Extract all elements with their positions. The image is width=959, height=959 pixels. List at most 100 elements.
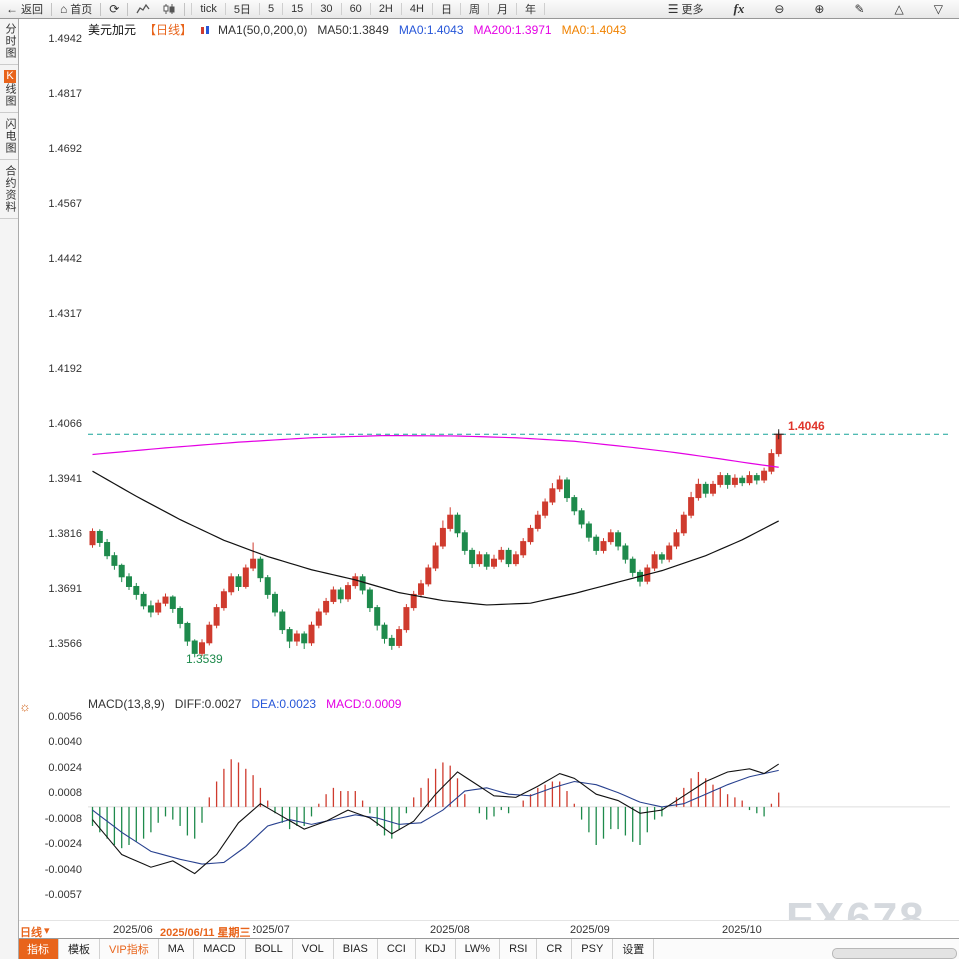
bottom-tab-RSI[interactable]: RSI: [500, 939, 538, 959]
toolbar-right-group: ☰ 更多 fx ⊖ ⊕ ✎ △ ▽: [662, 0, 959, 18]
legend-item: MACD(13,8,9): [88, 697, 165, 711]
chart-settings-icon[interactable]: [200, 25, 210, 35]
period-button-周[interactable]: 周: [459, 3, 488, 16]
sidebar-item-kline-chart[interactable]: K线图: [0, 65, 18, 113]
period-button-2H[interactable]: 2H: [369, 3, 401, 15]
bottom-tab-指标[interactable]: 指标: [18, 939, 59, 959]
legend-item: MA200:1.3971: [473, 22, 552, 37]
macd-chart[interactable]: [88, 704, 956, 916]
crosshair-date-label: 2025/06/11 星期三: [158, 924, 253, 940]
sidebar-item-time-chart[interactable]: 分时图: [0, 18, 18, 65]
legend-item: MA1(50,0,200,0): [218, 22, 308, 37]
shapes-button[interactable]: △: [889, 0, 910, 18]
legend-item: DIFF:0.0027: [174, 697, 242, 711]
indicator-settings-icon[interactable]: ☼: [19, 699, 31, 714]
main-chart-legend: 美元加元 【日线】 MA1(50,0,200,0) MA50:1.3849 MA0:1…: [88, 21, 626, 38]
horizontal-scrollbar[interactable]: [832, 948, 957, 959]
draw-button[interactable]: ✎: [848, 0, 870, 18]
bottom-tab-LW%[interactable]: LW%: [456, 939, 501, 959]
toolbar-separator: [184, 2, 186, 16]
macd-axis-label: 0.0040: [48, 736, 82, 749]
bottom-tab-MA[interactable]: MA: [159, 939, 195, 959]
period-button-30[interactable]: 30: [311, 3, 340, 15]
period-button-4H[interactable]: 4H: [400, 3, 432, 15]
collapse-button[interactable]: ▽: [928, 0, 949, 18]
candlestick-chart[interactable]: [88, 30, 956, 692]
macd-axis-label: -0.0008: [44, 812, 82, 825]
period-button-15[interactable]: 15: [282, 3, 311, 15]
period-button-tick[interactable]: tick: [191, 3, 225, 15]
bottom-tab-VIP指标[interactable]: VIP指标: [100, 939, 159, 959]
price-axis-label: 1.4567: [48, 198, 82, 210]
bottom-tab-PSY[interactable]: PSY: [572, 939, 614, 959]
period-button-日[interactable]: 日: [431, 3, 460, 16]
last-price-label: 1.4046: [788, 419, 825, 433]
legend-item: MA0:1.4043: [561, 22, 627, 37]
main-legend-values: MA1(50,0,200,0) MA50:1.3849 MA0:1.4043 MA20…: [218, 23, 626, 37]
bottom-tab-VOL[interactable]: VOL: [293, 939, 334, 959]
period-button-5日[interactable]: 5日: [224, 3, 259, 16]
period-button-5[interactable]: 5: [258, 3, 282, 15]
x-axis: 日线 ▾ 2025/06 2025/07 2025/08 2025/09 2025/10…: [0, 920, 959, 940]
legend-item: MA50:1.3849: [317, 22, 389, 37]
period-button-月[interactable]: 月: [487, 3, 516, 16]
date-axis-label: 2025/06: [113, 924, 153, 936]
date-axis-label: 2025/07: [250, 924, 290, 936]
zoom-in-button[interactable]: ⊕: [808, 0, 830, 18]
bottom-tab-KDJ[interactable]: KDJ: [416, 939, 456, 959]
bottom-tab-BIAS[interactable]: BIAS: [334, 939, 378, 959]
refresh-icon: ⟳: [109, 2, 120, 16]
macd-axis-label: 0.0008: [48, 787, 82, 800]
macd-axis-label: -0.0057: [44, 889, 82, 901]
macd-axis-label: -0.0040: [44, 863, 82, 876]
bottom-tab-CR[interactable]: CR: [537, 939, 573, 959]
price-axis-label: 1.4942: [48, 33, 82, 45]
symbol-title: 美元加元: [88, 23, 137, 37]
line-chart-type-button[interactable]: [130, 0, 156, 18]
bottom-tab-BOLL[interactable]: BOLL: [246, 939, 293, 959]
triangle-icon: △: [894, 2, 904, 16]
macd-legend-values: MACD(13,8,9) DIFF:0.0027 DEA:0.0023 MACD:0.…: [88, 697, 401, 711]
line-chart-icon: [136, 3, 150, 14]
bottom-tab-bar: 指标 模板 VIP指标 MA MACD BOLL VOL BIAS CCI KDJ LW% RSI CR…: [18, 938, 959, 959]
home-button[interactable]: ⌂ 首页: [54, 0, 98, 18]
zoom-out-icon: ⊖: [774, 2, 785, 16]
date-axis-label: 2025/09: [570, 924, 610, 936]
period-selector[interactable]: 日线 ▾: [20, 924, 50, 940]
period-button-年[interactable]: 年: [515, 3, 545, 16]
price-axis-label: 1.3941: [48, 473, 82, 485]
period-tag: 【日线】: [144, 23, 193, 37]
chevron-down-icon: ▽: [933, 2, 943, 16]
bottom-tab-设置[interactable]: 设置: [613, 939, 655, 959]
bottom-tab-MACD[interactable]: MACD: [194, 939, 246, 959]
home-label: 首页: [70, 4, 93, 16]
macd-axis-label: 0.0024: [48, 761, 82, 774]
sidebar-item-lightning-chart[interactable]: 闪电图: [0, 113, 18, 160]
price-axis-label: 1.4692: [48, 143, 82, 155]
period-button-60[interactable]: 60: [340, 3, 370, 15]
zoom-out-button[interactable]: ⊖: [768, 0, 790, 18]
legend-item: MACD:0.0009: [326, 697, 402, 711]
back-label: 返回: [21, 4, 43, 16]
left-sidebar: 分时图 K线图 闪电图 合约资料: [0, 18, 19, 959]
fx-indicators-button[interactable]: fx: [733, 1, 745, 16]
bottom-tab-CCI[interactable]: CCI: [378, 939, 416, 959]
back-button[interactable]: ← 返回: [0, 0, 49, 18]
date-axis-label: 2025/10: [722, 924, 762, 936]
price-axis-label: 1.4442: [48, 253, 82, 265]
candle-chart-type-button[interactable]: [156, 0, 182, 18]
refresh-button[interactable]: ⟳: [103, 0, 125, 18]
legend-item: MA0:1.4043: [398, 22, 464, 37]
more-button[interactable]: ☰ 更多: [662, 0, 710, 18]
bottom-tab-模板[interactable]: 模板: [59, 939, 100, 959]
price-axis-label: 1.4317: [48, 308, 82, 320]
price-axis-label: 1.3566: [48, 638, 82, 650]
price-axis-label: 1.3816: [48, 528, 82, 540]
price-axis-label: 1.4817: [48, 88, 82, 100]
macd-axis-label: -0.0024: [44, 838, 82, 851]
top-toolbar: ← 返回 ⌂ 首页 ⟳ tick 5日 5 15 30 60 2H 4H 日周月年: [0, 0, 959, 19]
price-axis-label: 1.3691: [48, 583, 82, 595]
sidebar-item-contract-info[interactable]: 合约资料: [0, 160, 18, 219]
legend-item: DEA:0.0023: [251, 697, 317, 711]
